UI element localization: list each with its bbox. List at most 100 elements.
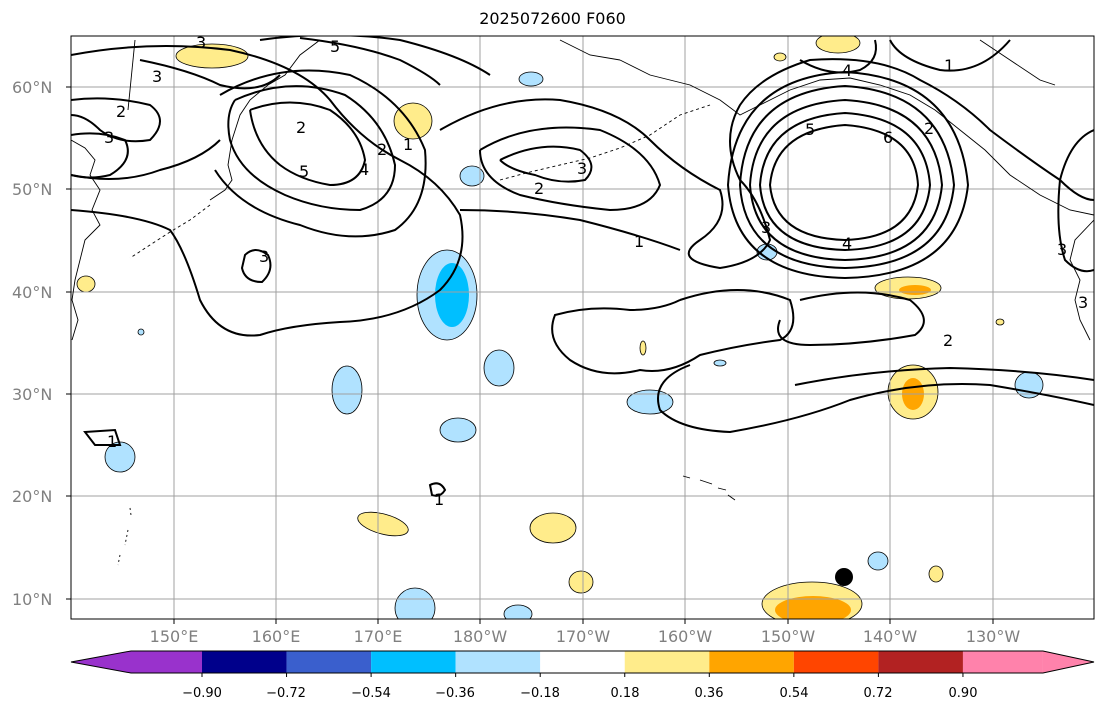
blue-blob (459, 165, 485, 187)
contour-label: 1 (434, 490, 444, 509)
colorbar-segment (286, 651, 372, 673)
contour-3-aleutian (499, 145, 593, 183)
lon-label: 180°W (453, 627, 508, 646)
lat-label: 30°N (12, 385, 52, 404)
na-west-coast (1069, 219, 1094, 341)
lat-label: 60°N (12, 78, 52, 97)
contour-label: 3 (761, 218, 771, 237)
contour-label: 2 (924, 119, 934, 138)
blue-blob (867, 551, 889, 571)
contour-2-west (71, 97, 161, 143)
contour-label: 4 (842, 61, 852, 80)
blue-blob (331, 365, 363, 415)
contour-label: 3 (577, 159, 587, 178)
colorbar-tick-label: −0.54 (351, 686, 391, 701)
contour-label: 2 (943, 331, 953, 350)
contour-label: 1 (107, 432, 117, 451)
contour-label: 3 (196, 33, 206, 52)
hawaii-islands (682, 475, 736, 501)
yellow-blob (76, 275, 96, 293)
contour-loop-1-south (428, 482, 447, 497)
contour-1-west (71, 45, 464, 337)
lon-label: 170°E (354, 627, 403, 646)
sakhalin-coast (127, 39, 136, 111)
lat-label: 20°N (12, 487, 52, 506)
contour-loop-6 (768, 123, 920, 242)
contour-loop-2 (726, 70, 970, 280)
colorbar-tick-label: 0.36 (695, 686, 724, 701)
asia-coast (71, 139, 101, 341)
bering-coast (559, 39, 621, 61)
contour-loop-4 (748, 98, 944, 262)
lon-label: 160°W (658, 627, 713, 646)
colorbar-segment (202, 651, 287, 673)
marianas-islands (117, 507, 132, 566)
contour-label: 1 (634, 232, 644, 251)
contour-loop-3-40n (240, 249, 272, 284)
contour-1-mid (459, 209, 681, 251)
contour-label: 4 (842, 234, 852, 253)
colorbar-segment (540, 651, 625, 673)
contour-label: 3 (259, 247, 269, 266)
contour-2-subtropical (777, 291, 925, 347)
colorbar-segment (371, 651, 456, 673)
colorbar-segment (962, 651, 1043, 673)
colorbar-tick-label: −0.36 (435, 686, 475, 701)
orange-core (775, 596, 851, 619)
contour-labels: 3 5 2 3 5 4 2 1 3 2 3 3 2 1 4 5 6 2 3 4 … (104, 33, 1088, 509)
contour-5-kamchatka (249, 101, 367, 187)
contour-3-kamchatka (214, 69, 427, 238)
lat-label: 50°N (12, 180, 52, 199)
contour-label: 2 (534, 179, 544, 198)
contour-label: 5 (299, 162, 309, 181)
blue-blob (483, 349, 515, 387)
contour-label: 5 (330, 37, 340, 56)
latitude-labels: 60°N 50°N 40°N 30°N 20°N 10°N (12, 78, 52, 609)
contour-label: 3 (152, 67, 162, 86)
contour-label: 6 (883, 128, 893, 147)
contour-label: 2 (296, 118, 306, 137)
colorbar-segment (455, 651, 541, 673)
gridlines (71, 36, 1094, 619)
lon-label: 170°W (556, 627, 611, 646)
contour-loop-3 (738, 84, 956, 270)
yellow-blob (815, 36, 861, 54)
lon-label: 150°E (150, 627, 199, 646)
yellow-blob (529, 512, 577, 544)
colorbar-tick-label: 0.18 (611, 686, 640, 701)
colorbar-segment (793, 651, 879, 673)
colorbar-extend-high (1042, 651, 1094, 673)
colorbar-outline (70, 650, 1095, 674)
contour-2-inner (71, 139, 221, 180)
contour-label: 3 (104, 128, 114, 147)
contour-label: 1 (403, 135, 413, 154)
blue-blob (518, 71, 544, 87)
blue-blob (713, 359, 727, 367)
yellow-blob (357, 511, 409, 537)
lon-label: 160°E (252, 627, 301, 646)
lon-label: 150°W (761, 627, 816, 646)
contour-1-central (439, 58, 1094, 270)
blue-blob (626, 389, 674, 415)
alaska-inland (979, 39, 1056, 86)
contour-1-subtropical (657, 364, 1094, 434)
contour-label: 3 (1057, 240, 1067, 259)
contour-1-alaska (889, 39, 1011, 72)
colorbar-tick-label: 0.72 (864, 686, 893, 701)
contour-label: 4 (359, 160, 369, 179)
coastlines (71, 39, 1094, 566)
map-area: 3 5 2 3 5 4 2 1 3 2 3 3 2 1 4 5 6 2 3 4 … (71, 33, 1094, 619)
blue-blob (439, 417, 477, 443)
colorbar (70, 650, 1095, 677)
map-title: 2025072600 F060 (479, 9, 626, 28)
yellow-blob (995, 318, 1005, 326)
colorbar-tick-label: 0.90 (949, 686, 978, 701)
blue-blob (137, 328, 145, 336)
blue-blob (503, 604, 533, 619)
colorbar-segment (709, 651, 794, 673)
lat-label: 40°N (12, 283, 52, 302)
orange-core (899, 285, 931, 295)
contour-2-aleutian (479, 126, 662, 212)
contour-label: 1 (944, 56, 954, 75)
contour-lower-east (794, 366, 1094, 386)
